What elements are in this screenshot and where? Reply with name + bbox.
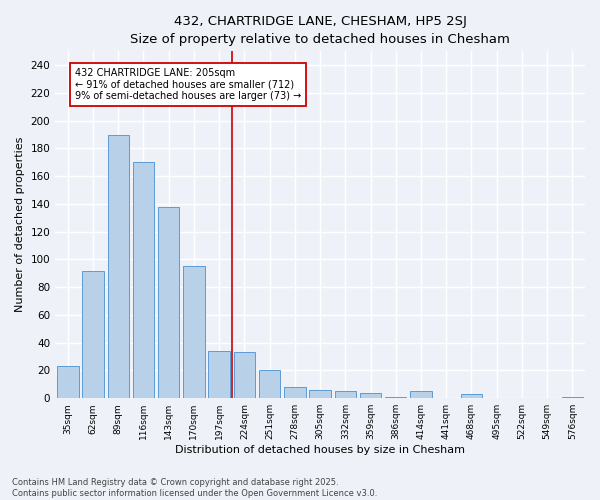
Bar [233,352,255,398]
Bar [410,392,432,398]
Text: 432 CHARTRIDGE LANE: 205sqm
← 91% of detached houses are smaller (712)
9% of sem: 432 CHARTRIDGE LANE: 205sqm ← 91% of det… [75,68,301,101]
Bar [461,394,482,398]
Y-axis label: Number of detached properties: Number of detached properties [15,137,25,312]
Bar [158,206,179,398]
Title: 432, CHARTRIDGE LANE, CHESHAM, HP5 2SJ
Size of property relative to detached hou: 432, CHARTRIDGE LANE, CHESHAM, HP5 2SJ S… [130,15,510,46]
Bar [82,270,104,398]
Bar [360,392,381,398]
Bar [57,366,79,398]
Bar [183,266,205,398]
Bar [562,397,583,398]
Bar [310,390,331,398]
Bar [133,162,154,398]
Bar [208,351,230,398]
Bar [284,387,305,398]
Bar [107,134,129,398]
Text: Contains HM Land Registry data © Crown copyright and database right 2025.
Contai: Contains HM Land Registry data © Crown c… [12,478,377,498]
Bar [335,392,356,398]
Bar [385,397,406,398]
Bar [259,370,280,398]
X-axis label: Distribution of detached houses by size in Chesham: Distribution of detached houses by size … [175,445,465,455]
